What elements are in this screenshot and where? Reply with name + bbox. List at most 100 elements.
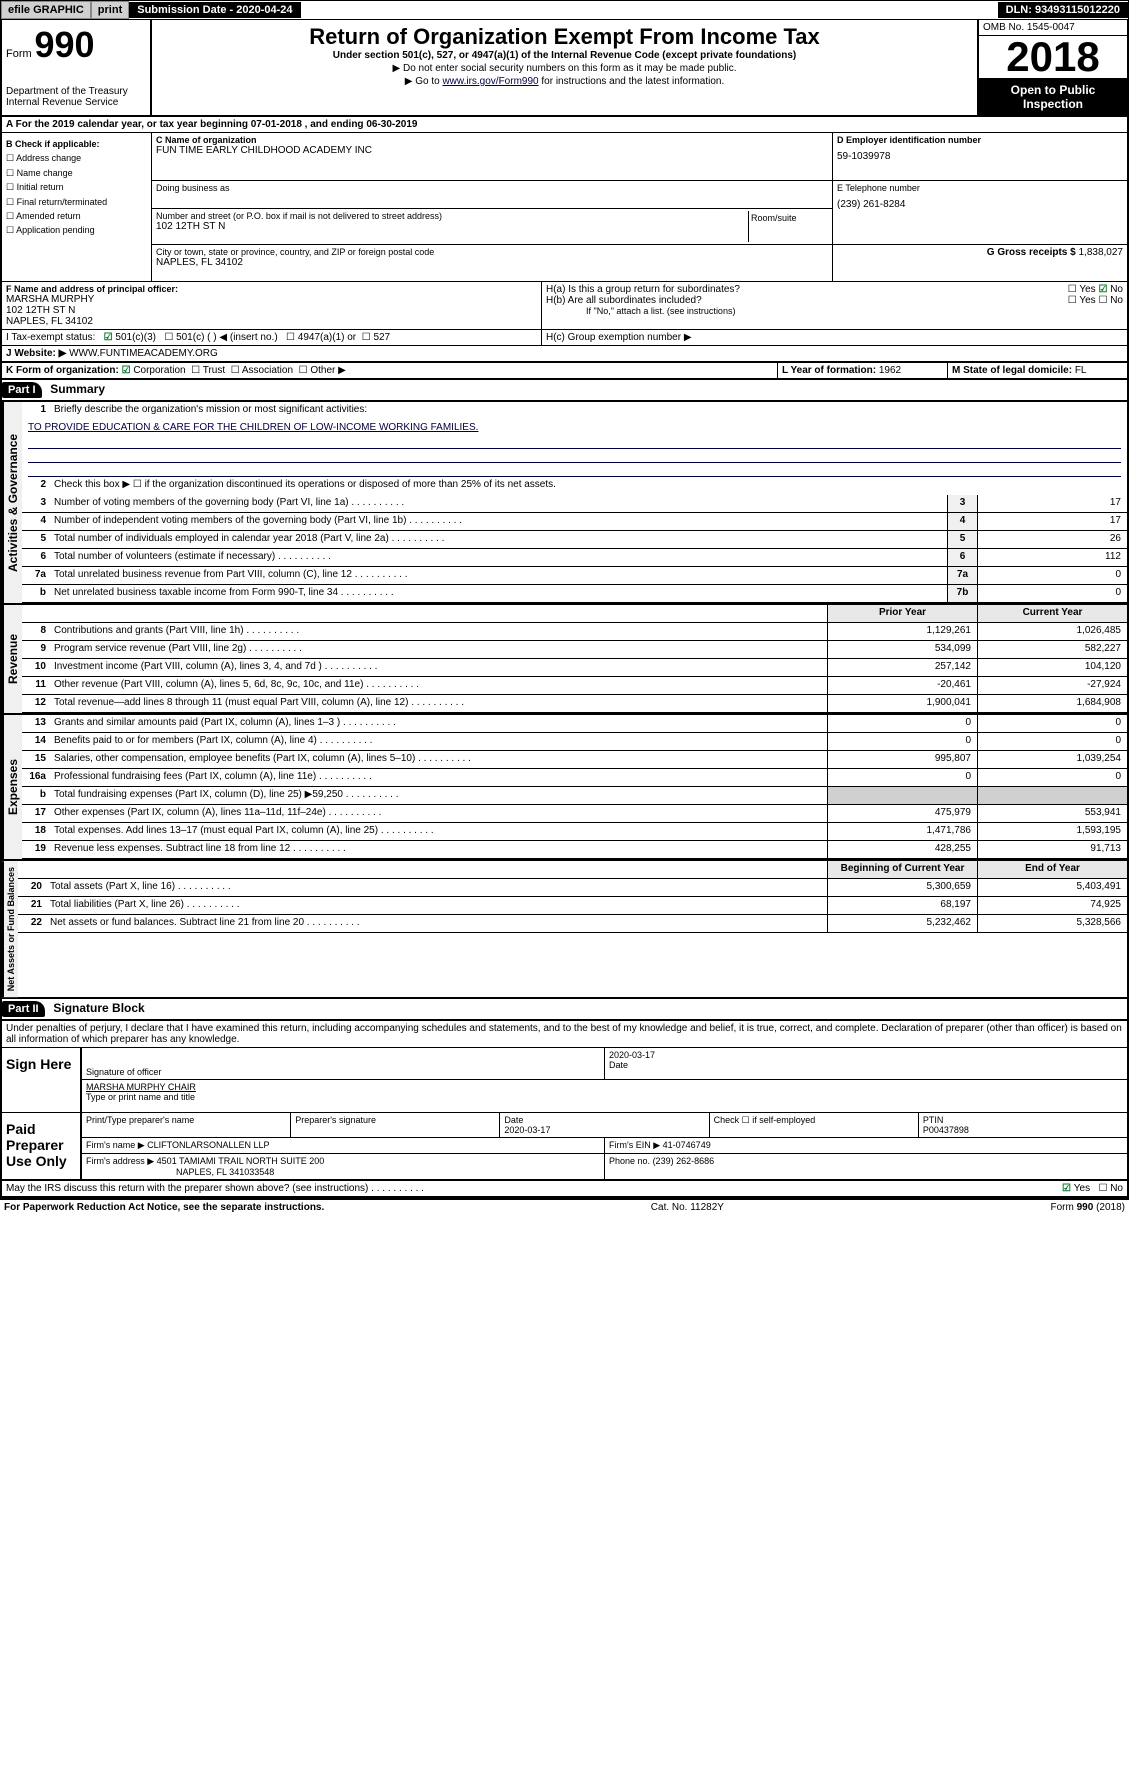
ptin: P00437898 <box>923 1125 1123 1135</box>
exp-line-14: 14Benefits paid to or for members (Part … <box>22 733 1127 751</box>
gov-section: Activities & Governance 1Briefly describ… <box>0 402 1129 603</box>
ptin-label: PTIN <box>923 1115 1123 1125</box>
type-name-label: Type or print name and title <box>86 1092 1123 1102</box>
g-label: G Gross receipts $ <box>987 247 1076 258</box>
hb-yes[interactable]: Yes <box>1068 295 1096 306</box>
rev-line-12: 12Total revenue—add lines 8 through 11 (… <box>22 695 1127 713</box>
exp-line-13: 13Grants and similar amounts paid (Part … <box>22 715 1127 733</box>
phone: (239) 262-8686 <box>653 1156 715 1166</box>
col-end: End of Year <box>977 861 1127 878</box>
f-label: F Name and address of principal officer: <box>6 284 537 294</box>
firm-addr: 4501 TAMIAMI TRAIL NORTH SUITE 200 <box>157 1156 325 1166</box>
chk-initial-return[interactable]: Initial return <box>6 180 147 194</box>
chk-amended[interactable]: Amended return <box>6 209 147 223</box>
website: WWW.FUNTIMEACADEMY.ORG <box>69 348 218 359</box>
i-527[interactable]: 527 <box>362 332 390 343</box>
exp-line-16a: 16aProfessional fundraising fees (Part I… <box>22 769 1127 787</box>
i-501c[interactable]: 501(c) ( ) ◀ (insert no.) <box>164 332 277 343</box>
side-net: Net Assets or Fund Balances <box>2 861 18 997</box>
ha-yes[interactable]: Yes <box>1068 284 1096 295</box>
sig-date: 2020-03-17 <box>609 1050 1123 1060</box>
form-footer: Form 990 (2018) <box>1051 1202 1126 1213</box>
discuss-yes[interactable]: Yes <box>1062 1183 1090 1194</box>
sig-officer-label: Signature of officer <box>86 1067 161 1077</box>
mission-text: TO PROVIDE EDUCATION & CARE FOR THE CHIL… <box>22 420 1127 435</box>
rev-line-10: 10Investment income (Part VIII, column (… <box>22 659 1127 677</box>
klm-block: K Form of organization: Corporation Trus… <box>0 363 1129 380</box>
header-right: OMB No. 1545-0047 2018 Open to Public In… <box>977 20 1127 115</box>
chk-name-change[interactable]: Name change <box>6 166 147 180</box>
dln: DLN: 93493115012220 <box>998 2 1128 18</box>
rev-line-9: 9Program service revenue (Part VIII, lin… <box>22 641 1127 659</box>
chk-app-pending[interactable]: Application pending <box>6 223 147 237</box>
chk-final-return[interactable]: Final return/terminated <box>6 195 147 209</box>
irs-link[interactable]: www.irs.gov/Form990 <box>442 76 538 87</box>
note-ssn: ▶ Do not enter social security numbers o… <box>162 63 967 74</box>
i-501c3[interactable]: 501(c)(3) <box>104 332 156 343</box>
gov-line-6: 6Total number of volunteers (estimate if… <box>22 549 1127 567</box>
part2-badge: Part II <box>2 1001 45 1017</box>
tax-year: 2018 <box>979 36 1127 78</box>
discuss-text: May the IRS discuss this return with the… <box>6 1183 424 1194</box>
mission-line3 <box>28 463 1121 477</box>
i-hc-block: I Tax-exempt status: 501(c)(3) 501(c) ( … <box>0 330 1129 346</box>
discuss-no[interactable]: No <box>1098 1183 1123 1194</box>
k-corp[interactable]: Corporation <box>122 365 186 376</box>
box-h: H(a) Is this a group return for subordin… <box>542 282 1127 329</box>
k-label: K Form of organization: <box>6 365 119 376</box>
right-block-deg: D Employer identification number 59-1039… <box>832 133 1127 281</box>
prep-name-label: Print/Type preparer's name <box>82 1113 291 1137</box>
print-button[interactable]: print <box>91 1 129 19</box>
hb-no[interactable]: No <box>1098 295 1123 306</box>
prep-date: 2020-03-17 <box>504 1125 704 1135</box>
form-subtitle: Under section 501(c), 527, or 4947(a)(1)… <box>162 50 967 61</box>
form-prefix: Form <box>6 48 32 60</box>
city-label: City or town, state or province, country… <box>156 247 828 257</box>
box-m: M State of legal domicile: FL <box>947 363 1127 378</box>
box-f: F Name and address of principal officer:… <box>2 282 542 329</box>
pra-notice: For Paperwork Reduction Act Notice, see … <box>4 1202 324 1213</box>
ha-no[interactable]: No <box>1098 284 1123 295</box>
prep-sig-label: Preparer's signature <box>291 1113 500 1137</box>
submission-date: Submission Date - 2020-04-24 <box>129 2 300 18</box>
part1-badge: Part I <box>2 382 42 398</box>
k-assoc[interactable]: Association <box>231 365 293 376</box>
net-line-21: 21Total liabilities (Part X, line 26)68,… <box>18 897 1127 915</box>
exp-line-17: 17Other expenses (Part IX, column (A), l… <box>22 805 1127 823</box>
k-trust[interactable]: Trust <box>191 365 225 376</box>
gov-line-4: 4Number of independent voting members of… <box>22 513 1127 531</box>
ein: 59-1039978 <box>837 151 1123 162</box>
hb-note: If "No," attach a list. (see instruction… <box>546 306 1123 316</box>
mission-line1 <box>28 435 1121 449</box>
net-line-22: 22Net assets or fund balances. Subtract … <box>18 915 1127 933</box>
officer-addr1: 102 12TH ST N <box>6 305 537 316</box>
mission-line2 <box>28 449 1121 463</box>
hb-line: H(b) Are all subordinates included? Yes … <box>546 295 1123 306</box>
box-k: K Form of organization: Corporation Trus… <box>2 363 777 378</box>
page-footer: For Paperwork Reduction Act Notice, see … <box>0 1198 1129 1215</box>
prep-self-emp[interactable]: Check ☐ if self-employed <box>710 1113 919 1137</box>
addr-label: Number and street (or P.O. box if mail i… <box>156 211 748 221</box>
signature-block: Sign Here Signature of officer 2020-03-1… <box>0 1047 1129 1181</box>
date-label: Date <box>609 1060 1123 1070</box>
department: Department of the Treasury Internal Reve… <box>6 86 146 108</box>
part2-title: Signature Block <box>47 1001 144 1015</box>
i-4947[interactable]: 4947(a)(1) or <box>286 332 356 343</box>
line-a: A For the 2019 calendar year, or tax yea… <box>0 117 1129 133</box>
header-center: Return of Organization Exempt From Incom… <box>152 20 977 115</box>
k-other[interactable]: Other ▶ <box>299 365 346 376</box>
ha-line: H(a) Is this a group return for subordin… <box>546 284 1123 295</box>
exp-section: Expenses 13Grants and similar amounts pa… <box>0 713 1129 859</box>
perjury-text: Under penalties of perjury, I declare th… <box>0 1021 1129 1047</box>
chk-address-change[interactable]: Address change <box>6 151 147 165</box>
fh-block: F Name and address of principal officer:… <box>0 282 1129 330</box>
rev-section: Revenue Prior Year Current Year 8Contrib… <box>0 603 1129 713</box>
l2-text: Check this box ▶ ☐ if the organization d… <box>50 477 1127 495</box>
c-name-label: C Name of organization <box>156 135 828 145</box>
form-number: 990 <box>34 24 94 65</box>
ha-text: H(a) Is this a group return for subordin… <box>546 284 740 295</box>
exp-line-18: 18Total expenses. Add lines 13–17 (must … <box>22 823 1127 841</box>
firm-ein: 41-0746749 <box>663 1140 711 1150</box>
sign-here-label: Sign Here <box>2 1048 82 1112</box>
form-title: Return of Organization Exempt From Incom… <box>162 24 967 50</box>
